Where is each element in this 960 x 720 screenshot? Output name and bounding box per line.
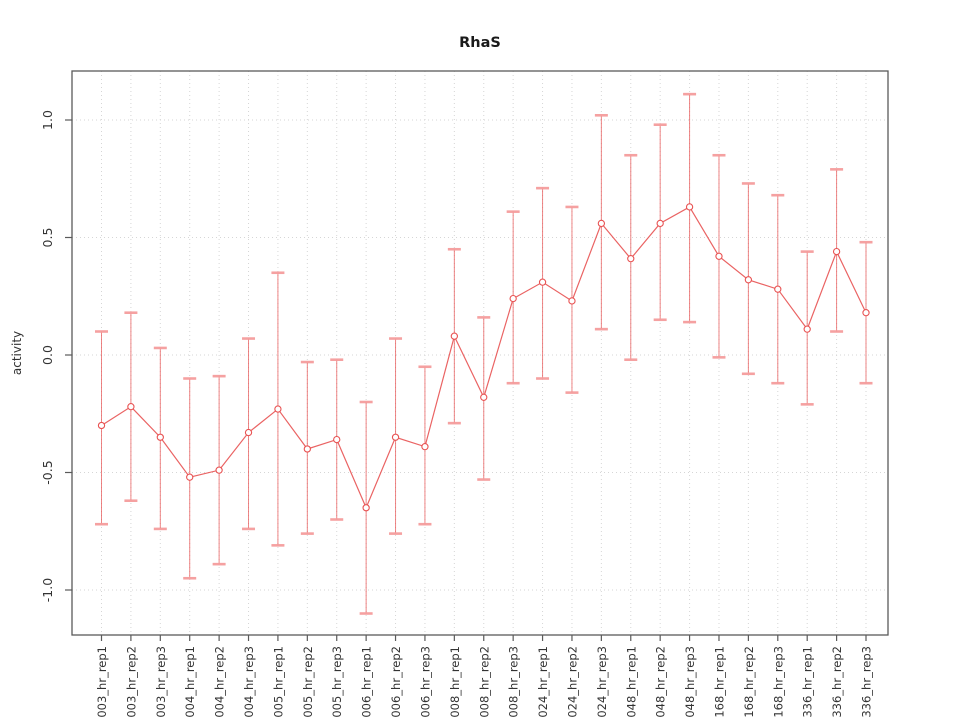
x-tick-label: 336_hr_rep1 bbox=[801, 646, 815, 718]
data-point bbox=[597, 219, 606, 228]
data-point bbox=[215, 466, 223, 474]
data-point bbox=[303, 445, 311, 453]
x-tick-label: 006_hr_rep2 bbox=[389, 646, 403, 718]
x-tick-labels: 003_hr_rep1 003_hr_rep2 003_hr_rep3 004_hr_… bbox=[95, 646, 874, 718]
y-tick-label: -0.5 bbox=[40, 460, 55, 484]
x-tick-label: 004_hr_rep3 bbox=[242, 646, 256, 718]
x-tick-label: 024_hr_rep2 bbox=[565, 646, 579, 718]
data-point bbox=[803, 325, 811, 333]
data-point bbox=[715, 252, 723, 260]
x-tick-label: 024_hr_rep1 bbox=[536, 646, 550, 718]
x-tick-label: 005_hr_rep1 bbox=[271, 646, 285, 718]
plot-frame bbox=[71, 70, 889, 636]
x-tick-label: 336_hr_rep3 bbox=[860, 646, 874, 718]
data-point bbox=[97, 421, 106, 430]
data-point bbox=[127, 403, 135, 411]
y-tick-label: 0.0 bbox=[40, 345, 55, 365]
data-points bbox=[97, 203, 870, 512]
data-point bbox=[744, 276, 753, 284]
x-tick-label: 004_hr_rep1 bbox=[183, 646, 197, 718]
x-tick-label: 008_hr_rep2 bbox=[477, 646, 491, 718]
data-point bbox=[421, 442, 429, 451]
y-tick-labels: -1.0 -0.5 0.0 0.5 1.0 bbox=[40, 110, 55, 602]
x-tick-label: 024_hr_rep3 bbox=[595, 646, 609, 718]
y-tick-label: 1.0 bbox=[40, 110, 55, 130]
x-tick-label: 008_hr_rep3 bbox=[507, 646, 521, 718]
x-tick-label: 006_hr_rep1 bbox=[360, 646, 374, 718]
data-point bbox=[480, 393, 488, 401]
axis-ticks bbox=[65, 119, 867, 641]
data-point bbox=[274, 405, 282, 413]
data-point bbox=[832, 247, 841, 256]
y-tick-label: -1.0 bbox=[40, 578, 55, 602]
data-point bbox=[627, 254, 635, 263]
gridlines bbox=[72, 71, 888, 635]
y-axis-label: activity bbox=[10, 331, 24, 375]
x-tick-label: 336_hr_rep2 bbox=[830, 646, 844, 718]
data-point bbox=[862, 309, 870, 317]
x-tick-label: 168_hr_rep1 bbox=[712, 646, 726, 718]
x-tick-label: 006_hr_rep3 bbox=[418, 646, 432, 718]
data-point bbox=[333, 435, 341, 444]
data-point bbox=[450, 332, 458, 340]
data-point bbox=[186, 473, 194, 481]
x-tick-label: 048_hr_rep1 bbox=[624, 646, 638, 718]
data-point bbox=[156, 433, 164, 441]
x-tick-label: 008_hr_rep1 bbox=[448, 646, 462, 718]
x-tick-label: 168_hr_rep2 bbox=[742, 646, 756, 718]
x-tick-label: 005_hr_rep3 bbox=[330, 646, 344, 718]
x-tick-label: 048_hr_rep3 bbox=[683, 646, 697, 718]
data-point bbox=[362, 504, 370, 512]
data-point bbox=[244, 428, 253, 437]
y-tick-label: 0.5 bbox=[40, 228, 55, 248]
x-tick-label: 048_hr_rep2 bbox=[654, 646, 668, 718]
data-point bbox=[568, 297, 576, 305]
x-tick-label: 168_hr_rep3 bbox=[771, 646, 785, 718]
x-tick-label: 003_hr_rep1 bbox=[95, 646, 109, 718]
x-tick-label: 004_hr_rep2 bbox=[213, 646, 227, 718]
data-point bbox=[685, 203, 694, 211]
data-point bbox=[774, 285, 782, 293]
data-point bbox=[509, 294, 517, 303]
data-point bbox=[391, 433, 400, 441]
x-tick-label: 003_hr_rep2 bbox=[124, 646, 138, 718]
data-point bbox=[538, 278, 547, 286]
data-point bbox=[656, 219, 664, 228]
chart-title: RhaS bbox=[459, 35, 501, 51]
x-tick-label: 005_hr_rep2 bbox=[301, 646, 315, 718]
x-tick-label: 003_hr_rep3 bbox=[154, 646, 168, 718]
